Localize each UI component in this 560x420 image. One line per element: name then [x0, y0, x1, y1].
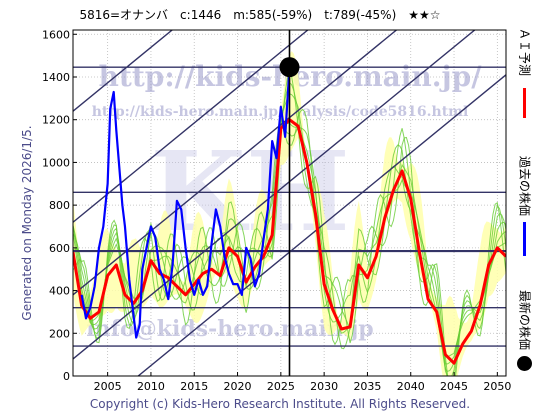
x-tick-label: 2020 [224, 380, 252, 393]
y-tick-label: 0 [63, 370, 70, 383]
x-tick-label: 2015 [180, 380, 208, 393]
x-tick-label: 2040 [397, 380, 425, 393]
x-tick-label: 2035 [353, 380, 381, 393]
plot-frame [72, 29, 507, 377]
legend-ai-forecast-swatch [523, 88, 526, 118]
channel-line [73, 30, 174, 112]
y-tick-label: 1600 [42, 28, 70, 41]
legend-ai-forecast-label: ＡＩ予測 [517, 27, 532, 77]
legend-latest-price-label: 最新の株価 [517, 289, 532, 351]
x-tick-label: 2045 [440, 380, 468, 393]
legend-past-price-label: 過去の株価 [517, 155, 532, 217]
copyright-footer: Copyright (c) Kids-Hero Research Institu… [89, 397, 471, 411]
x-tick-label: 2030 [310, 380, 338, 393]
y-tick-label: 1200 [42, 114, 70, 127]
x-axis-ticks: 2005 2010 2015 2020 2025 2030 2035 2040 2045 2050 [94, 372, 511, 393]
y-tick-label: 800 [49, 199, 70, 212]
chart-title: 5816=オナンバ c:1446 m:585(-59%) t:789(-45%)… [79, 8, 441, 22]
x-tick-label: 2025 [267, 380, 295, 393]
x-tick-label: 2010 [137, 380, 165, 393]
x-tick-label: 2005 [94, 380, 122, 393]
latest-price-marker [279, 57, 300, 78]
series-line-past-price [80, 67, 291, 339]
y-tick-label: 200 [49, 327, 70, 340]
x-tick-label: 2050 [483, 380, 511, 393]
legend-past-price-swatch [523, 222, 526, 256]
y-axis-ticks: 0 200 400 600 800 1000 1200 1400 1600 [42, 28, 77, 383]
y-tick-label: 600 [49, 242, 70, 255]
latest-price-marker-group [279, 57, 300, 78]
y-tick-label: 1000 [42, 156, 70, 169]
legend-latest-price-dot [517, 356, 532, 371]
y-tick-label: 400 [49, 285, 70, 298]
y-tick-label: 1400 [42, 71, 70, 84]
